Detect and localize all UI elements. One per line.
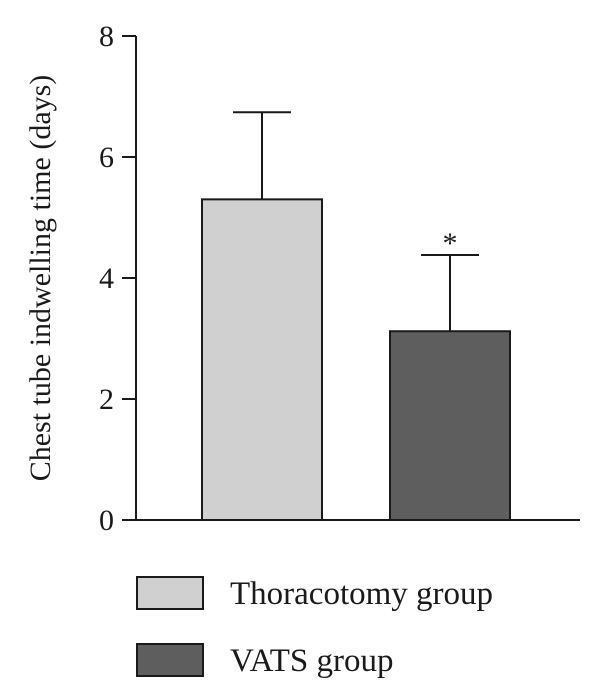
bars — [201, 198, 511, 521]
significance-markers: * — [443, 227, 458, 260]
error-bars — [233, 111, 479, 332]
y-axis-title: Chest tube indwelling time (days) — [24, 75, 57, 482]
legend-swatch — [136, 643, 204, 677]
bar — [389, 330, 511, 521]
legend-swatch — [136, 576, 204, 610]
y-tick-label: 0 — [99, 504, 114, 537]
significance-asterisk: * — [443, 227, 458, 260]
y-tick-label: 4 — [99, 262, 114, 295]
y-axis-ticks: 0 2 4 6 8 — [99, 20, 136, 537]
legend-label: Thoracotomy group — [230, 576, 493, 612]
bar — [201, 198, 323, 521]
y-tick-label: 6 — [99, 141, 114, 174]
legend: Thoracotomy group VATS group — [136, 576, 493, 679]
legend-label: VATS group — [230, 643, 394, 679]
y-tick-label: 8 — [99, 20, 114, 53]
y-tick-label: 2 — [99, 383, 114, 416]
